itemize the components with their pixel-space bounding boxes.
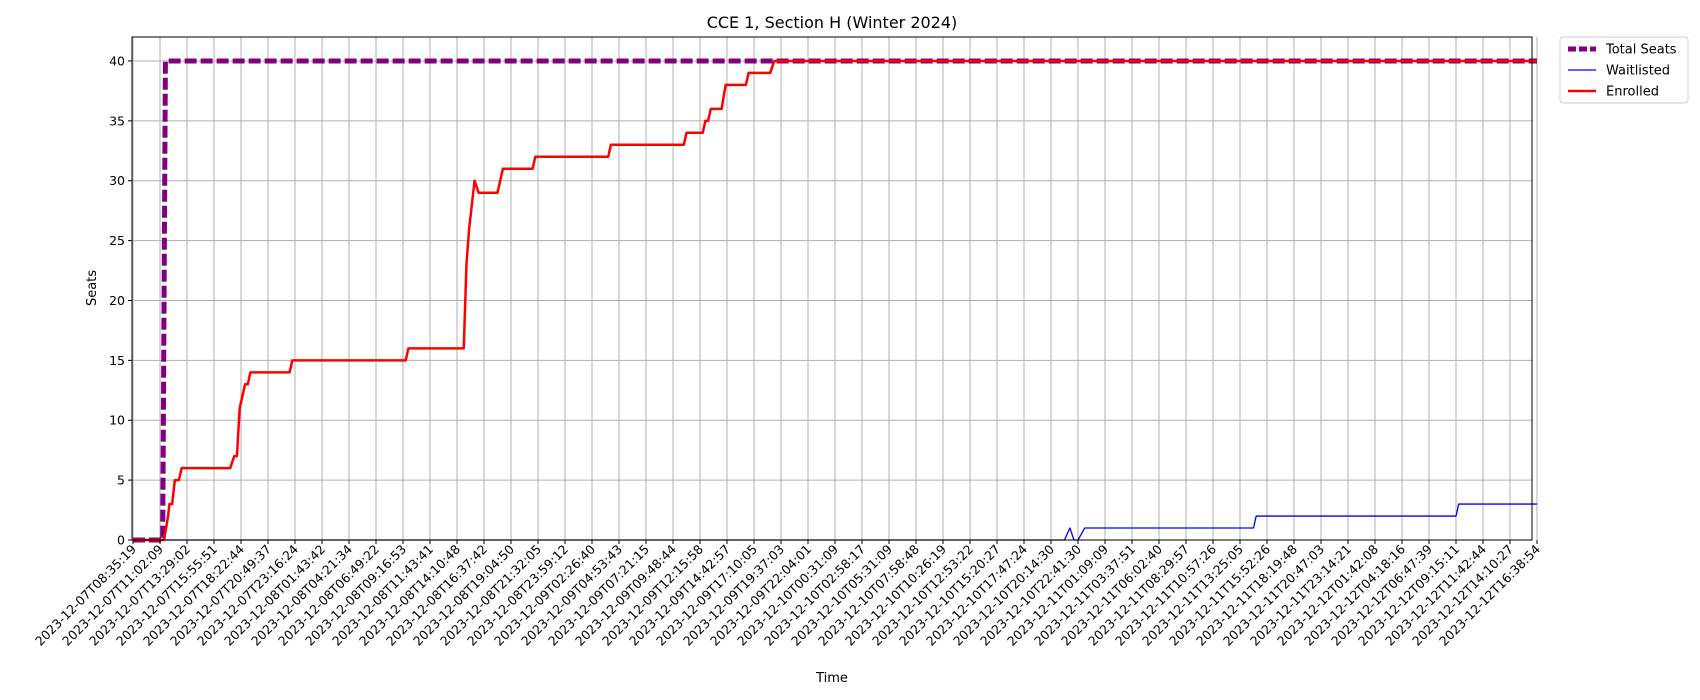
y-tick-label: 10 [109,413,125,428]
x-ticks: 2023-12-07T08:35:192023-12-07T11:02:0920… [32,540,1543,649]
legend-label-enrolled: Enrolled [1606,85,1659,100]
series-line-waitlisted [133,503,1537,541]
y-tick-label: 20 [109,293,125,308]
y-tick-label: 5 [117,473,125,488]
plot-frame [131,36,1533,541]
legend-label-total-seats: Total Seats [1605,43,1677,58]
legend-frame [1559,36,1689,104]
y-axis-label: Seats [85,270,100,306]
legend-label-waitlisted: Waitlisted [1606,64,1670,79]
y-ticks: 0 5 10 15 20 25 30 35 40 [109,53,132,548]
y-tick-label: 25 [109,233,125,248]
series-layer [133,58,1537,543]
chart-title: CCE 1, Section H (Winter 2024) [707,13,958,32]
y-tick-label: 0 [117,533,125,548]
y-tick-label: 40 [109,53,125,68]
x-axis-label: Time [815,671,848,686]
series-line-enrolled [133,59,1537,542]
y-tick-label: 35 [109,113,125,128]
y-tick-label: 15 [109,353,125,368]
y-tick-label: 30 [109,173,125,188]
legend: Total Seats Waitlisted Enrolled [1559,36,1689,104]
